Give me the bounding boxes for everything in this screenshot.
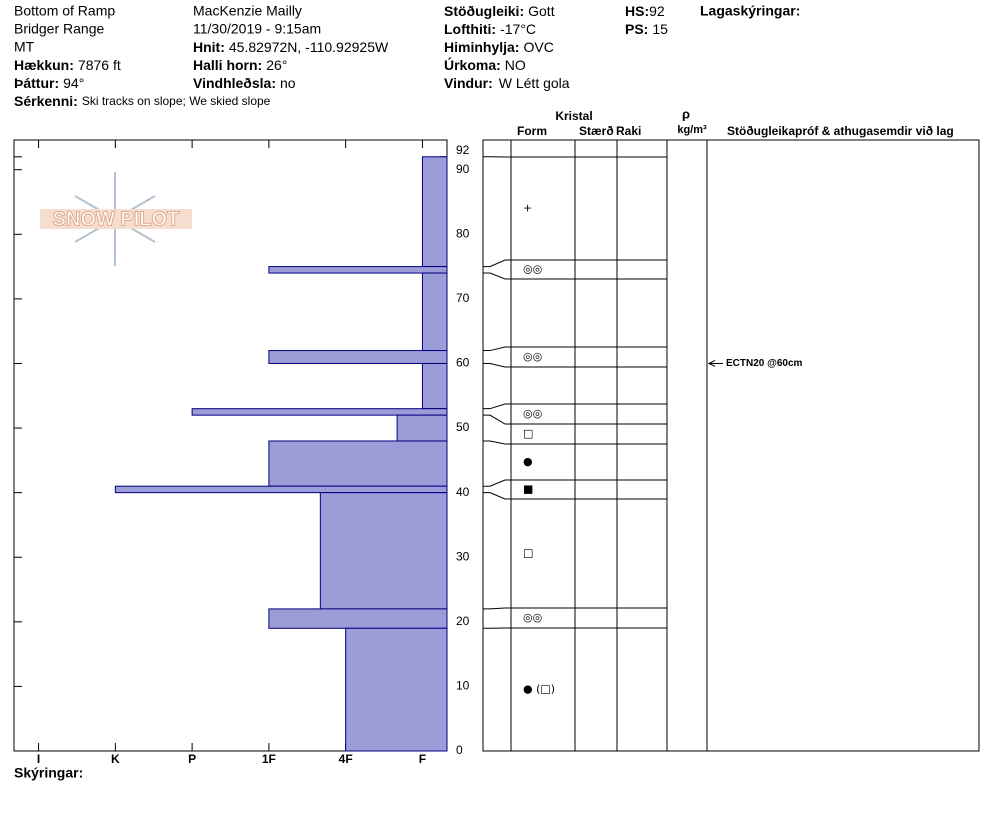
- test-label: ECTN20 @60cm: [726, 358, 803, 369]
- grain-form: ◎◎: [523, 263, 542, 276]
- col-header: Kristal: [555, 109, 592, 123]
- col-header: ρ: [682, 106, 690, 121]
- grain-form: ●: [523, 455, 533, 468]
- col-header: kg/m³: [677, 124, 707, 136]
- field: Halli horn: 26°: [193, 57, 287, 73]
- y-tick-label: 70: [456, 291, 470, 305]
- grain-form: ◎◎: [523, 407, 542, 420]
- logo-text: SNOW PILOT: [53, 208, 180, 230]
- x-tick-label: K: [111, 752, 120, 766]
- col-header: Raki: [616, 124, 641, 138]
- layer-notes-label: Lagaskýringar:: [700, 3, 800, 19]
- notes-label: Skýringar:: [14, 765, 83, 781]
- site: Bottom of Ramp: [14, 3, 115, 19]
- hardness-bar: [191, 408, 448, 416]
- test-arrowhead: [707, 360, 716, 367]
- field: Sérkenni: Ski tracks on slope; We skied s…: [14, 93, 271, 109]
- hardness-bar: [345, 627, 448, 752]
- hardness-bar: [268, 266, 448, 274]
- y-tick-label: 92: [456, 143, 470, 157]
- logo: [40, 172, 192, 266]
- field: Lofthiti: -17°C: [444, 21, 536, 37]
- layer-connector: [483, 362, 511, 368]
- hardness-bar: [319, 492, 448, 610]
- layer-connector: [483, 403, 511, 410]
- hardness-bar: [114, 485, 448, 494]
- grain-form: □: [523, 427, 533, 440]
- layer-connector: [483, 272, 511, 280]
- state: MT: [14, 39, 35, 55]
- hardness-bar: [268, 350, 448, 364]
- y-tick-label: 20: [456, 614, 470, 628]
- range: Bridger Range: [14, 21, 104, 37]
- grain-form: +: [523, 202, 532, 215]
- y-tick-label: 0: [456, 743, 463, 757]
- observer: MacKenzie Mailly: [193, 3, 302, 19]
- grain-form: □: [523, 547, 533, 560]
- grain-form: ◎◎: [523, 611, 542, 624]
- x-tick-label: F: [419, 752, 426, 766]
- field: Vindhleðsla: no: [193, 75, 296, 91]
- col-header: Form: [517, 124, 547, 138]
- hardness-bar: [396, 414, 448, 442]
- hardness-bar: [421, 272, 448, 352]
- layer-connector: [483, 346, 511, 352]
- field: Hækkun: 7876 ft: [14, 57, 121, 73]
- col-header: Stærð: [579, 124, 614, 138]
- field: Stöðugleiki: Gott: [444, 3, 555, 19]
- hardness-bar: [268, 608, 448, 629]
- field: Hnit: 45.82972N, -110.92925W: [193, 39, 389, 55]
- layer-connector: [483, 492, 511, 500]
- hardness-bar: [268, 440, 448, 487]
- y-tick-label: 50: [456, 420, 470, 434]
- datetime: 11/30/2019 - 9:15am: [193, 21, 321, 37]
- table-columns: [510, 140, 708, 751]
- table-frame: [482, 139, 980, 752]
- x-tick-label: P: [188, 752, 196, 766]
- field: Himinhylja: OVC: [444, 39, 554, 55]
- layer-connector: [483, 440, 511, 445]
- field: PS: 15: [625, 21, 668, 37]
- y-tick-label: 90: [456, 162, 470, 176]
- field: Þáttur: 94°: [14, 75, 84, 91]
- y-tick-label: 60: [456, 356, 470, 370]
- layer-connector: [483, 607, 511, 610]
- y-tick-label: 10: [456, 679, 470, 693]
- grain-form: ● (□): [523, 683, 555, 696]
- x-tick-label: 4F: [339, 752, 353, 766]
- layer-connector: [483, 259, 511, 268]
- grain-form: ◎◎: [523, 350, 542, 363]
- field: Úrkoma: NO: [444, 56, 526, 73]
- y-tick-label: 80: [456, 226, 470, 240]
- hardness-bar: [421, 156, 448, 268]
- col-header: Stöðugleikapróf & athugasemdir við lag: [727, 124, 954, 138]
- layer-connector: [483, 479, 511, 487]
- field: Vindur: W Létt gola: [444, 75, 570, 91]
- y-tick-label: 30: [456, 549, 470, 563]
- x-tick-label: I: [37, 752, 40, 766]
- x-tick-label: 1F: [262, 752, 276, 766]
- grain-form: ■: [523, 483, 533, 496]
- y-tick-label: 40: [456, 485, 470, 499]
- field: HS:92: [625, 3, 665, 19]
- layer-connector: [483, 414, 511, 425]
- hardness-bar: [421, 362, 448, 410]
